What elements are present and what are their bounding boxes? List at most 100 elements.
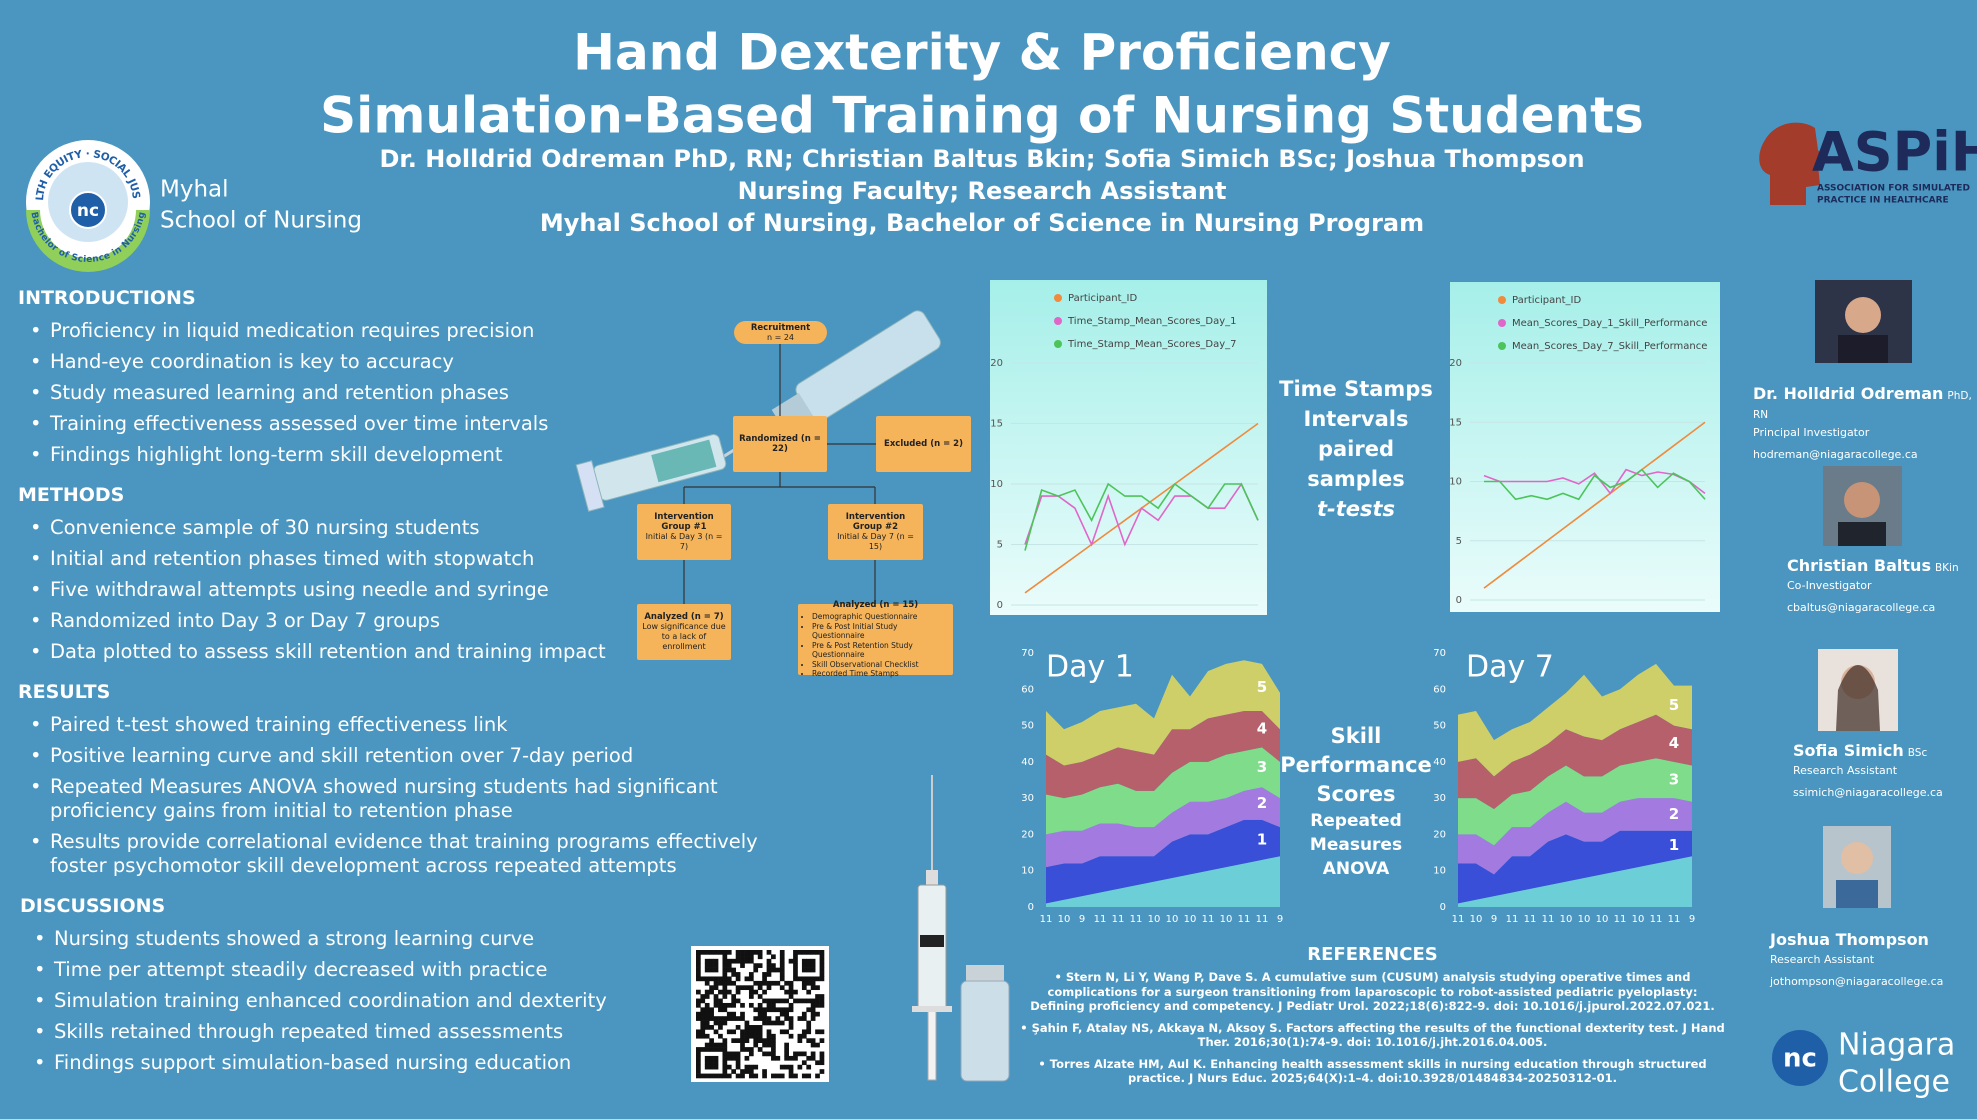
qr-module	[726, 980, 732, 986]
qr-module	[784, 1007, 789, 1013]
member-email: hodreman@niagaracollege.ca	[1753, 448, 1918, 461]
y-tick-label: 40	[1021, 757, 1034, 768]
qr-module	[713, 1047, 719, 1052]
qr-module	[815, 1011, 820, 1017]
qr-module	[748, 1073, 754, 1079]
qr-module	[744, 1047, 750, 1052]
x-tick-label: 10	[1470, 914, 1483, 925]
logo-arc	[26, 210, 150, 272]
flow-title: Recruitment	[750, 322, 811, 333]
qr-module	[753, 950, 759, 955]
institution: Myhal School of Nursing, Bachelor of Sci…	[540, 209, 1424, 237]
qr-module	[757, 1047, 763, 1052]
qr-module	[779, 954, 785, 960]
qr-module	[806, 950, 812, 955]
bullet: Randomized into Day 3 or Day 7 groups	[30, 609, 770, 633]
qr-module	[775, 1007, 781, 1013]
qr-module	[718, 1073, 723, 1079]
bullet: Paired t-test showed training effectiven…	[30, 713, 770, 737]
x-tick-label: 11	[1094, 914, 1107, 925]
qr-module	[722, 1042, 728, 1048]
x-tick-label: 10	[1184, 914, 1197, 925]
y-tick-label: 20	[1449, 358, 1462, 369]
flow-group1: Intervention Group #1 Initial & Day 3 (n …	[637, 504, 731, 560]
chart-bg	[1450, 282, 1720, 612]
flow-recruitment: Recruitment n = 24	[734, 321, 827, 344]
bullet: Five withdrawal attempts using needle an…	[30, 578, 770, 602]
qr-module	[788, 980, 794, 986]
qr-module	[784, 1042, 789, 1048]
qr-module	[718, 980, 723, 986]
qr-module	[762, 980, 767, 986]
qr-module	[819, 998, 825, 1004]
qr-module	[806, 989, 812, 995]
qr-module	[766, 980, 772, 986]
y-tick-label: 15	[990, 419, 1003, 430]
qr-module	[771, 1047, 776, 1052]
qr-module	[801, 976, 807, 982]
qr-module	[801, 980, 807, 986]
qr-module	[819, 963, 825, 968]
qr-module	[810, 980, 816, 986]
qr-module	[740, 954, 745, 960]
member-name-line: Dr. Holldrid Odreman PhD, RN	[1753, 384, 1977, 422]
flow-sub: Low significance due to a lack of enroll…	[642, 622, 726, 651]
college-line1: Niagara	[1838, 1028, 1955, 1063]
qr-module	[740, 950, 745, 955]
series-label: 3	[1257, 758, 1267, 776]
legend-marker	[1498, 319, 1506, 327]
legend-label: Mean_Scores_Day_1_Skill_Performance	[1512, 318, 1707, 329]
x-tick-label: 11	[1452, 914, 1465, 925]
photo-body	[1836, 880, 1878, 908]
qr-module	[793, 967, 798, 973]
qr-module	[801, 1060, 807, 1066]
syringe-vial	[912, 775, 1010, 1082]
qr-module	[801, 967, 807, 973]
y-tick-label: 10	[990, 479, 1003, 490]
qr-module	[757, 954, 763, 960]
stacked-area	[1458, 830, 1692, 904]
x-tick-label: 10	[1058, 914, 1071, 925]
qr-module	[815, 976, 820, 982]
qr-module	[806, 1055, 812, 1061]
qr-module	[806, 967, 812, 973]
y-tick-label: 20	[990, 358, 1003, 369]
qr-module	[744, 954, 750, 960]
stacked-area	[1046, 711, 1280, 799]
side-line: Scores	[1316, 782, 1396, 806]
x-tick-label: 11	[1238, 914, 1251, 925]
bullet: Hand-eye coordination is key to accuracy	[30, 350, 770, 374]
qr-module	[740, 1011, 745, 1017]
x-tick-label: 11	[1542, 914, 1555, 925]
qr-module	[810, 950, 816, 955]
aspih-line2: PRACTICE IN HEALTHCARE	[1817, 196, 1949, 206]
qr-module	[713, 980, 719, 986]
qr-module	[784, 980, 789, 986]
x-tick-label: 11	[1506, 914, 1519, 925]
bullet: Repeated Measures ANOVA showed nursing s…	[30, 775, 770, 823]
charts: 05101520Participant_IDTime_Stamp_Mean_Sc…	[990, 293, 1707, 925]
qr-module	[748, 950, 754, 955]
flow-title: Analyzed (n = 15)	[832, 600, 919, 611]
vial	[960, 980, 1010, 1082]
qr-module	[797, 1033, 803, 1039]
title-line1: Hand Dexterity & Proficiency	[573, 24, 1391, 82]
qr-module	[731, 1016, 737, 1021]
qr-module	[793, 1055, 798, 1061]
qr-module	[735, 1016, 741, 1021]
x-tick-label: 11	[1112, 914, 1125, 925]
series-line	[1483, 468, 1706, 495]
qr-module	[784, 1055, 789, 1061]
bullet: Results provide correlational evidence t…	[30, 830, 770, 878]
photo-body	[1838, 522, 1886, 546]
stacked-area	[1458, 798, 1692, 875]
qr-module	[709, 1042, 714, 1048]
series-label: 5	[1257, 678, 1267, 696]
photo-face	[1844, 482, 1880, 518]
logo-mark: nc	[77, 201, 99, 221]
legend-marker	[1498, 342, 1506, 350]
legend-label: Mean_Scores_Day_7_Skill_Performance	[1512, 341, 1707, 352]
flow-group2: Intervention Group #2 Initial & Day 7 (n …	[828, 504, 923, 560]
qr-module	[797, 998, 803, 1004]
qr-module	[806, 1025, 812, 1030]
